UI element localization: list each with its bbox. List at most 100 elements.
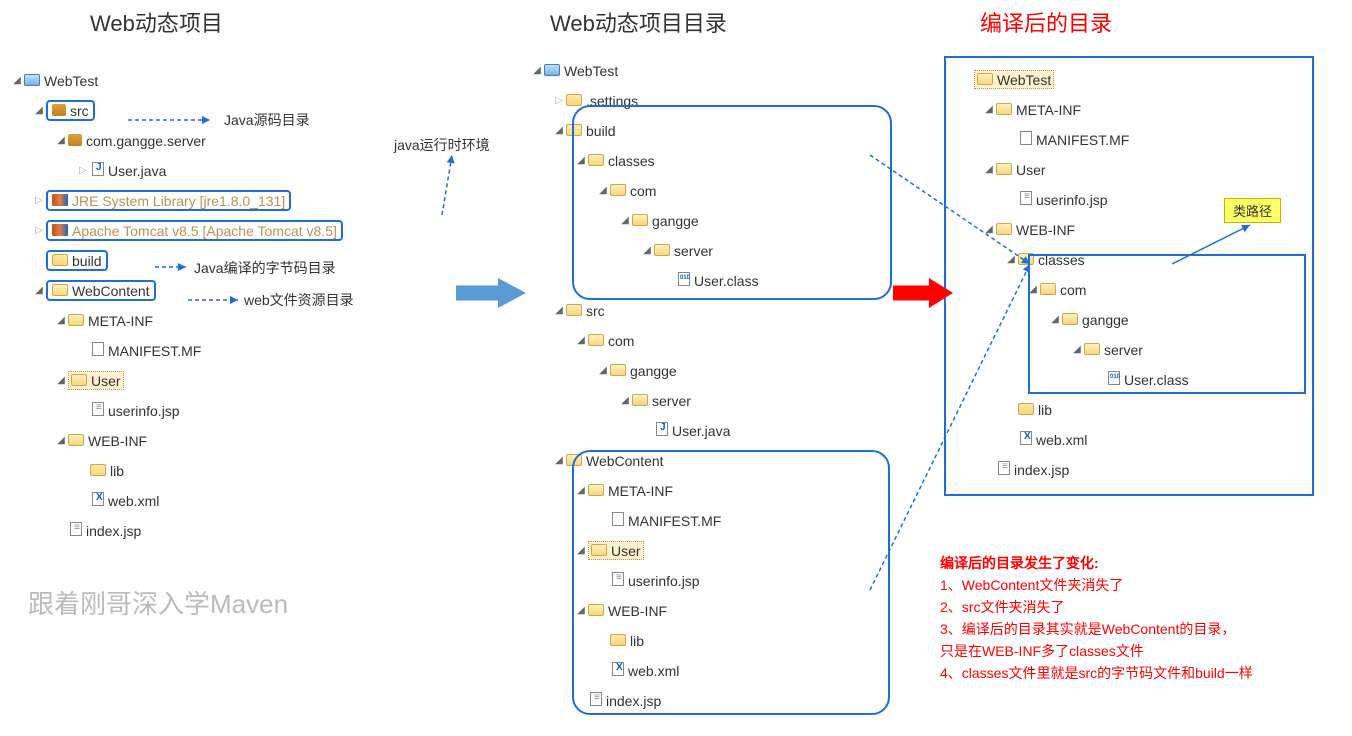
- tree-item[interactable]: User.java: [90, 162, 166, 179]
- tree-row[interactable]: ◢ WEB-INF: [10, 425, 343, 455]
- annotation-build: Java编译的字节码目录: [194, 258, 336, 278]
- expand-arrow-icon[interactable]: ◢: [618, 395, 632, 406]
- tree-row[interactable]: ▷ User.java: [10, 155, 343, 185]
- folder-open-icon: [71, 374, 87, 386]
- notes-item: 只是在WEB-INF多了classes文件: [940, 640, 1253, 662]
- folder-open-icon: [632, 394, 648, 406]
- xml-icon: [92, 492, 104, 506]
- tree-item-label: lib: [110, 463, 124, 479]
- tree-item[interactable]: MANIFEST.MF: [90, 342, 201, 359]
- tree-row[interactable]: ◢ WebTest: [10, 65, 343, 95]
- rect-right-classes: [1028, 254, 1306, 394]
- expand-arrow-icon[interactable]: ◢: [530, 65, 544, 76]
- tree-item[interactable]: User: [68, 371, 124, 390]
- expand-arrow-icon[interactable]: ◢: [54, 135, 68, 146]
- tree-row[interactable]: ◢ User: [10, 365, 343, 395]
- tree-row[interactable]: ◢ server: [530, 385, 759, 415]
- bubble-build: [572, 105, 892, 300]
- expand-arrow-icon[interactable]: ▷: [552, 95, 566, 106]
- tree-item-label: server: [652, 393, 691, 409]
- tree-row[interactable]: ▷JRE System Library [jre1.8.0_131]: [10, 185, 343, 215]
- tree-item-suffix: [jre1.8.0_131]: [196, 193, 286, 209]
- bubble-webcontent: [572, 450, 890, 715]
- expand-arrow-icon[interactable]: ◢: [574, 335, 588, 346]
- tree-item[interactable]: Apache Tomcat v8.5 [Apache Tomcat v8.5]: [46, 220, 343, 241]
- lib-icon: [52, 194, 68, 206]
- tree-item-label: User.java: [108, 163, 166, 179]
- notes-title: 编译后的目录发生了变化:: [940, 552, 1253, 574]
- folder-open-icon: [68, 434, 84, 446]
- tree-item-label: userinfo.jsp: [108, 403, 180, 419]
- java-icon: [92, 162, 104, 176]
- expand-arrow-icon[interactable]: ▷: [32, 195, 46, 206]
- tree-item-label: WEB-INF: [88, 433, 147, 449]
- tree-row[interactable]: ▷Apache Tomcat v8.5 [Apache Tomcat v8.5]: [10, 215, 343, 245]
- tree-item[interactable]: userinfo.jsp: [90, 402, 180, 419]
- tree-item-label: User: [91, 373, 121, 389]
- notes-item: 3、编译后的目录其实就是WebContent的目录，: [940, 618, 1253, 640]
- tree-item[interactable]: server: [632, 392, 691, 409]
- folder-open-icon: [610, 364, 626, 376]
- tree-item[interactable]: WEB-INF: [68, 432, 147, 449]
- expand-arrow-icon[interactable]: ◢: [10, 75, 24, 86]
- proj-icon: [24, 74, 40, 86]
- tree-item-label: web.xml: [108, 493, 159, 509]
- tree-item[interactable]: WebTest: [544, 62, 618, 79]
- tree-row[interactable]: index.jsp: [10, 515, 343, 545]
- expand-arrow-icon[interactable]: ◢: [32, 105, 46, 116]
- title-middle: Web动态项目目录: [550, 6, 727, 38]
- tree-item-suffix: [Apache Tomcat v8.5]: [199, 223, 337, 239]
- expand-arrow-icon[interactable]: ◢: [596, 365, 610, 376]
- tree-item[interactable]: src: [46, 100, 95, 121]
- tree-item[interactable]: JRE System Library [jre1.8.0_131]: [46, 190, 291, 211]
- tree-item[interactable]: WebTest: [24, 72, 98, 89]
- tree-item[interactable]: com.gangge.server: [68, 132, 206, 149]
- tree-item[interactable]: com: [588, 332, 634, 349]
- expand-arrow-icon[interactable]: ◢: [54, 435, 68, 446]
- title-right: 编译后的目录: [980, 6, 1112, 38]
- expand-arrow-icon[interactable]: ◢: [552, 125, 566, 136]
- folder-open-icon: [52, 284, 68, 296]
- folder-icon: [52, 254, 68, 266]
- tree-item[interactable]: WebContent: [46, 280, 156, 301]
- expand-arrow-icon[interactable]: ◢: [552, 305, 566, 316]
- annotation-webcontent: web文件资源目录: [244, 290, 354, 310]
- tree-item[interactable]: User.java: [654, 422, 730, 439]
- expand-arrow-icon[interactable]: ▷: [32, 225, 46, 236]
- tree-item-label: build: [72, 253, 102, 269]
- tree-item-label: Apache Tomcat v8.5: [72, 223, 199, 239]
- tree-item-label: src: [586, 303, 605, 319]
- tree-row[interactable]: userinfo.jsp: [10, 395, 343, 425]
- tree-item-label: WebTest: [44, 73, 98, 89]
- tree-item[interactable]: web.xml: [90, 492, 159, 509]
- folder-open-icon: [566, 304, 582, 316]
- lib-icon: [52, 224, 68, 236]
- tree-row[interactable]: ◢WebTest: [530, 55, 759, 85]
- tree-item[interactable]: lib: [90, 462, 124, 479]
- tree-item-label: WebContent: [72, 283, 150, 299]
- expand-arrow-icon[interactable]: ◢: [54, 375, 68, 386]
- title-left: Web动态项目: [90, 6, 223, 38]
- tree-row[interactable]: lib: [10, 455, 343, 485]
- tree-item-label: src: [70, 103, 89, 119]
- pkg-icon: [68, 134, 82, 146]
- tree-row[interactable]: User.java: [530, 415, 759, 445]
- tree-item-label: User.java: [672, 423, 730, 439]
- tree-item[interactable]: gangge: [610, 362, 677, 379]
- tree-row[interactable]: web.xml: [10, 485, 343, 515]
- folder-open-icon: [68, 314, 84, 326]
- tree-item[interactable]: index.jsp: [68, 522, 141, 539]
- expand-arrow-icon[interactable]: ◢: [552, 455, 566, 466]
- expand-arrow-icon[interactable]: ◢: [54, 315, 68, 326]
- tree-item[interactable]: src: [566, 302, 605, 319]
- tree-item-label: JRE System Library: [72, 193, 196, 209]
- tree-item[interactable]: META-INF: [68, 312, 153, 329]
- expand-arrow-icon[interactable]: ◢: [32, 285, 46, 296]
- tree-item[interactable]: build: [46, 250, 108, 271]
- java-icon: [656, 422, 668, 436]
- expand-arrow-icon[interactable]: ▷: [76, 165, 90, 176]
- tree-row[interactable]: ◢gangge: [530, 355, 759, 385]
- folder-icon: [566, 94, 582, 106]
- tree-row[interactable]: ◢com: [530, 325, 759, 355]
- tree-row[interactable]: MANIFEST.MF: [10, 335, 343, 365]
